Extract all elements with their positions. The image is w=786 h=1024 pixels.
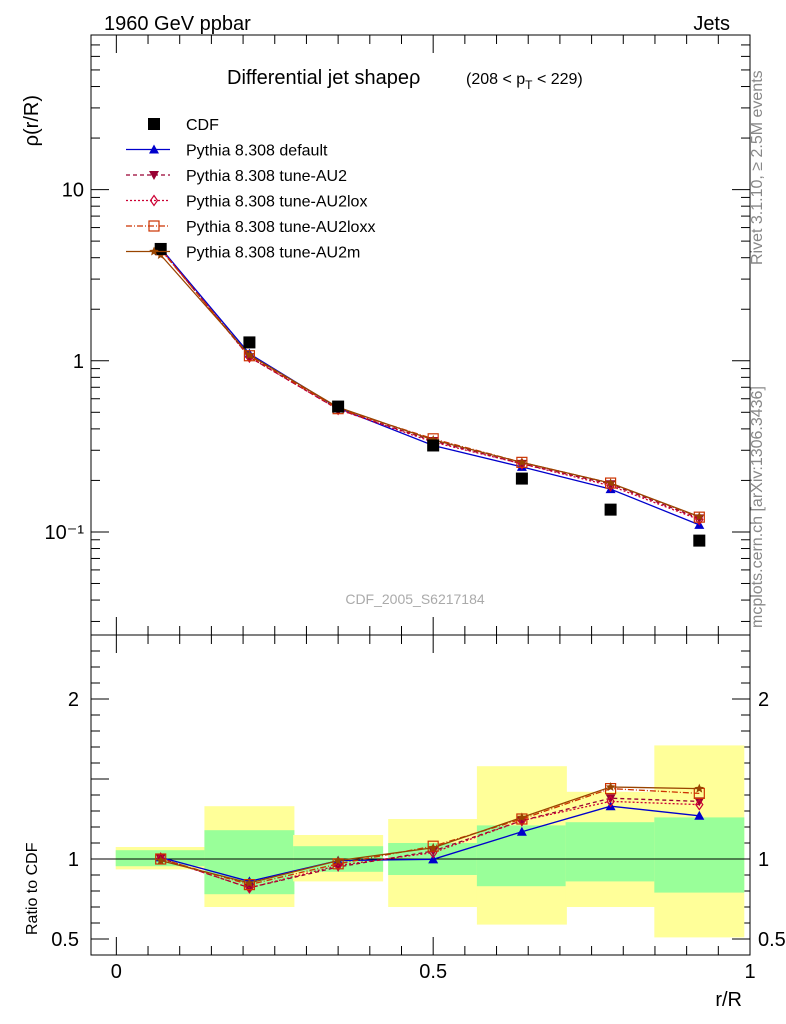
mc-ratio-point [694,797,705,807]
mc-ratio-point [606,795,615,808]
legend-marker [149,194,159,207]
mc-series-line [160,248,700,520]
x-tick-label: 0 [111,961,122,983]
mc-ratio-point [155,853,167,865]
ratio-tick-label-right: 1 [758,849,769,871]
stat-uncertainty-band [565,822,656,882]
cdf-data-point [243,336,256,349]
mc-series-point [695,513,704,526]
mc-series-line [160,249,700,518]
y-tick-label: 10 [62,180,84,202]
ratio-tick-label-left: 1 [68,849,79,871]
ratio-tick-label-left: 2 [68,689,79,711]
legend: CDF Pythia 8.308 default Pythia 8.308 tune… [126,117,375,262]
legend-marker [149,246,159,256]
mc-ratio-point [516,826,527,836]
mc-series-line [160,248,700,521]
cdf-data-point [427,439,440,452]
mc-ratio-point [156,852,165,865]
legend-label: Pythia 8.308 default [186,143,328,160]
mc-ratio-point [333,855,343,865]
ratio-tick-label-right: 2 [758,689,769,711]
mc-ratio-line [160,800,700,889]
mc-series-point [604,477,617,489]
mc-ratio-point [605,794,616,804]
ratio-tick-label-left: 0.5 [51,929,79,951]
mc-ratio-point [605,782,616,791]
ratio-panel: 0 0.5 12 21 10.5 0.5 Ratio to CDF r/R [24,634,786,1011]
legend-label: CDF [186,117,219,134]
mc-ratio-point [428,854,439,864]
header-energy: 1960 GeV ppbar [104,13,251,35]
x-axis-label: r/R [715,989,742,1011]
y-axis-label: ρ(r/R) [21,95,43,146]
mc-ratio-point [695,798,704,811]
mc-series-point [694,511,705,521]
mc-series-point [516,456,528,468]
mc-ratio-point [517,812,527,822]
plot-title: Differential jet shapeρ [227,67,420,89]
header-process: Jets [693,13,730,35]
stat-uncertainty-band [654,817,745,893]
mc-series-point [517,457,527,467]
ratio-frame [90,634,751,956]
ratio-axis-label: Ratio to CDF [24,842,41,935]
mcplots-credit: mcplots.cern.ch [arXiv:1306.3436] [749,386,766,628]
plot-title-range: (208 < pT < 229) [466,71,583,92]
cdf-data-point [604,503,617,516]
ratio-tick-label-right: 0.5 [758,929,786,951]
x-tick-label: 0.5 [419,961,447,983]
mc-series-line [160,247,700,526]
rivet-version: Rivet 3.1.10, ≥ 2.5M events [749,70,766,265]
legend-marker [149,144,159,154]
analysis-watermark: CDF_2005_S6217184 [345,591,485,607]
cdf-data-point [332,400,345,413]
mc-ratio-point [244,878,255,887]
legend-marker [148,118,160,130]
legend-label: Pythia 8.308 tune-AU2 [186,168,347,185]
y-tick-label: 10⁻¹ [45,522,85,544]
cdf-data-point [515,472,528,485]
legend-label: Pythia 8.308 tune-AU2loxx [186,219,375,236]
mc-ratio-point [333,863,344,872]
mc-ratio-point [155,855,166,865]
cdf-data-point [154,242,167,255]
y-tick-label: 1 [73,351,84,373]
mc-series-point [244,350,255,360]
mc-series-line [160,254,700,518]
mc-ratio-point [428,842,438,852]
mc-ratio-point [694,783,705,793]
mc-ratio-point [694,810,705,820]
main-panel: Differential jet shapeρ (208 < pT < 229)… [21,34,751,636]
legend-marker [148,220,160,232]
cdf-data-point [693,534,706,547]
legend-label: Pythia 8.308 tune-AU2lox [186,194,367,211]
mc-series-point [605,478,616,488]
x-tick-label: 1 [744,961,755,983]
legend-marker [149,171,159,180]
legend-label: Pythia 8.308 tune-AU2m [186,245,360,262]
